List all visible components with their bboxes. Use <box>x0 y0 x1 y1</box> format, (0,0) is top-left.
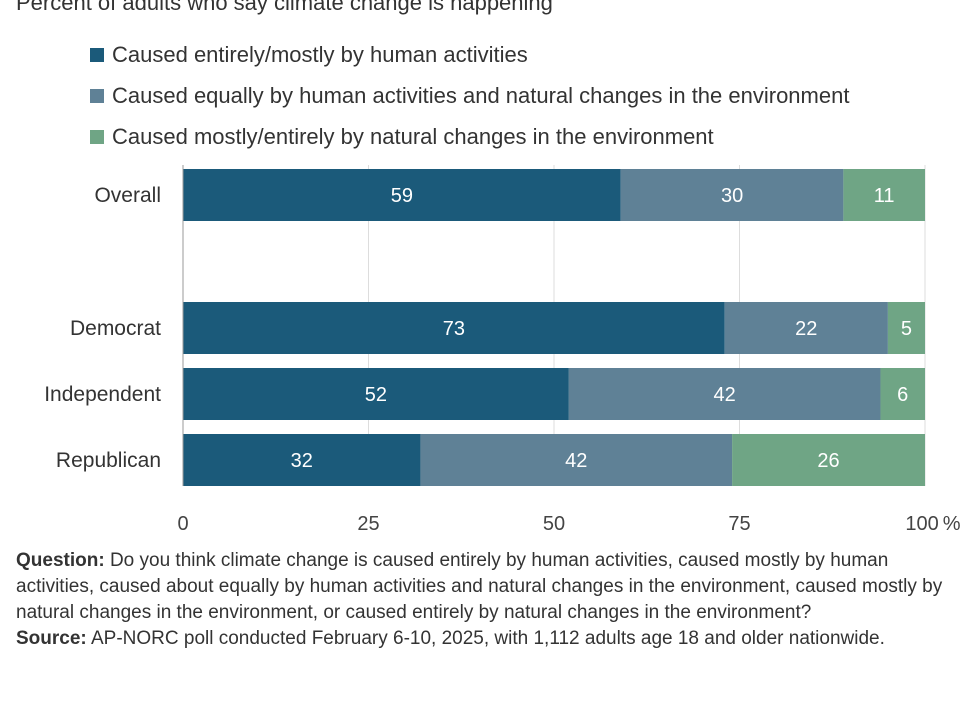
legend-label-equal: Caused equally by human activities and n… <box>112 82 850 108</box>
data-label: 52 <box>365 384 387 406</box>
bar-segment <box>724 302 888 354</box>
data-label: 6 <box>897 384 908 406</box>
legend-swatch-natural <box>90 129 104 144</box>
x-tick-label: 25 <box>357 513 379 535</box>
x-tick-label: 50 <box>543 513 565 535</box>
bar-segment <box>843 169 925 221</box>
bar-segment <box>183 169 621 221</box>
legend-label-human: Caused entirely/mostly by human activiti… <box>112 41 528 67</box>
data-label: 59 <box>391 185 413 207</box>
bar-segment <box>183 302 725 354</box>
chart-subtitle: Percent of adults who say climate change… <box>16 0 553 15</box>
data-label: 42 <box>565 450 587 472</box>
data-label: 11 <box>874 185 895 207</box>
source-text: AP-NORC poll conducted February 6-10, 20… <box>90 628 885 649</box>
data-label: 32 <box>291 450 313 472</box>
legend-item-human: Caused entirely/mostly by human activiti… <box>90 34 849 75</box>
bar-segment <box>732 434 925 486</box>
bar-segment <box>420 434 733 486</box>
legend: Caused entirely/mostly by human activiti… <box>90 34 849 157</box>
x-tick-label: 0 <box>177 513 188 535</box>
legend-swatch-equal <box>90 88 104 103</box>
category-label: Democrat <box>70 317 161 340</box>
data-label: 5 <box>901 318 912 340</box>
question-text: Do you think climate change is caused en… <box>16 550 943 623</box>
bar-segment <box>183 434 421 486</box>
bar-segment <box>568 368 881 420</box>
legend-item-natural: Caused mostly/entirely by natural change… <box>90 116 849 157</box>
stacked-bar-chart: 0 25 50 75 100 % Overall 59 30 11 Democrat 73 22 5 In… <box>44 165 961 535</box>
question-label: Question: <box>16 550 105 571</box>
data-label: 26 <box>817 450 839 472</box>
bar-segment <box>620 169 844 221</box>
legend-swatch-human <box>90 47 104 62</box>
x-tick-label: 100 % <box>905 513 960 535</box>
data-label: 30 <box>721 185 743 207</box>
legend-label-natural: Caused mostly/entirely by natural change… <box>112 123 714 149</box>
legend-item-equal: Caused equally by human activities and n… <box>90 75 849 116</box>
chart-footer: Question: Do you think climate change is… <box>16 548 966 652</box>
category-label: Overall <box>94 184 161 207</box>
bar-segment <box>887 302 925 354</box>
data-label: 22 <box>795 318 817 340</box>
category-label: Independent <box>44 383 161 406</box>
data-label: 73 <box>443 318 465 340</box>
bar-segment <box>880 368 925 420</box>
bar-segment <box>183 368 569 420</box>
question-note: Question: Do you think climate change is… <box>16 548 966 626</box>
source-label: Source: <box>16 628 87 649</box>
x-tick-label: 75 <box>728 513 750 535</box>
source-note: Source: AP-NORC poll conducted February … <box>16 626 966 652</box>
data-label: 42 <box>714 384 736 406</box>
category-label: Republican <box>56 449 161 472</box>
